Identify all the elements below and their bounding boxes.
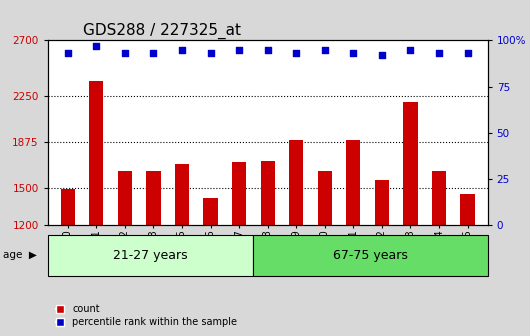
- Text: age  ▶: age ▶: [3, 250, 37, 260]
- Bar: [48, 235, 253, 276]
- Bar: [432, 171, 446, 225]
- Point: [435, 50, 443, 56]
- Point: [263, 47, 272, 52]
- Point: [64, 50, 72, 56]
- Point: [178, 47, 186, 52]
- Text: 67-75 years: 67-75 years: [333, 249, 408, 262]
- Bar: [261, 161, 275, 225]
- Point: [378, 52, 386, 58]
- Text: GDS288 / 227325_at: GDS288 / 227325_at: [83, 23, 241, 39]
- Bar: [461, 194, 475, 225]
- Point: [321, 47, 329, 52]
- Bar: [89, 81, 103, 225]
- Point: [406, 47, 414, 52]
- Legend: count, percentile rank within the sample: count, percentile rank within the sample: [52, 300, 241, 331]
- Point: [206, 50, 215, 56]
- Bar: [175, 164, 189, 225]
- Point: [149, 50, 157, 56]
- Bar: [60, 190, 75, 225]
- Bar: [232, 162, 246, 225]
- Bar: [403, 102, 418, 225]
- Bar: [253, 235, 488, 276]
- Bar: [146, 171, 161, 225]
- Bar: [118, 171, 132, 225]
- Text: 21-27 years: 21-27 years: [113, 249, 188, 262]
- Bar: [289, 140, 303, 225]
- Bar: [346, 140, 360, 225]
- Point: [92, 43, 101, 48]
- Point: [349, 50, 358, 56]
- Bar: [317, 171, 332, 225]
- Bar: [375, 179, 389, 225]
- Bar: [204, 198, 218, 225]
- Point: [121, 50, 129, 56]
- Point: [292, 50, 301, 56]
- Point: [463, 50, 472, 56]
- Point: [235, 47, 243, 52]
